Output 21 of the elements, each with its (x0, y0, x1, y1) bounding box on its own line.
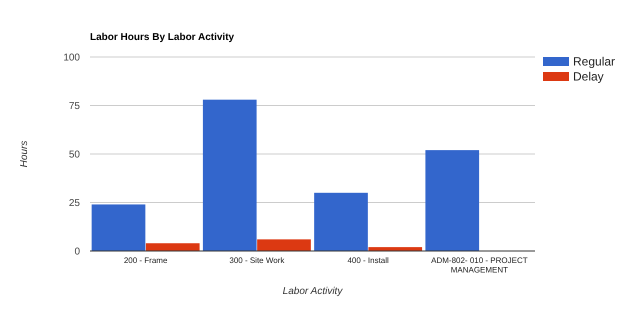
legend-label: Regular (573, 54, 616, 68)
y-tick-label: 75 (68, 101, 80, 112)
chart-title: Labor Hours By Labor Activity (90, 32, 235, 43)
legend-label: Delay (573, 70, 604, 84)
y-tick-label: 0 (74, 246, 80, 258)
bar (202, 100, 257, 251)
bar (314, 192, 368, 251)
x-tick-label: ADM-802- 010 - PROJECT MANAGEMENT (431, 256, 528, 274)
x-axis-title: Labor Activity (282, 286, 344, 297)
bar (425, 150, 480, 251)
y-tick-label: 50 (68, 150, 80, 160)
bar (368, 247, 422, 251)
x-tick-label: 400 - Install (347, 256, 390, 265)
bar (92, 204, 146, 251)
y-axis-title: Hours (19, 140, 30, 168)
y-tick-label: 25 (68, 198, 80, 209)
bar (257, 239, 311, 251)
bar (146, 243, 200, 251)
y-tick-label: 100 (63, 52, 80, 64)
x-tick-label: 200 - Frame (124, 256, 168, 265)
x-tick-label: 300 - Site Work (229, 256, 286, 265)
